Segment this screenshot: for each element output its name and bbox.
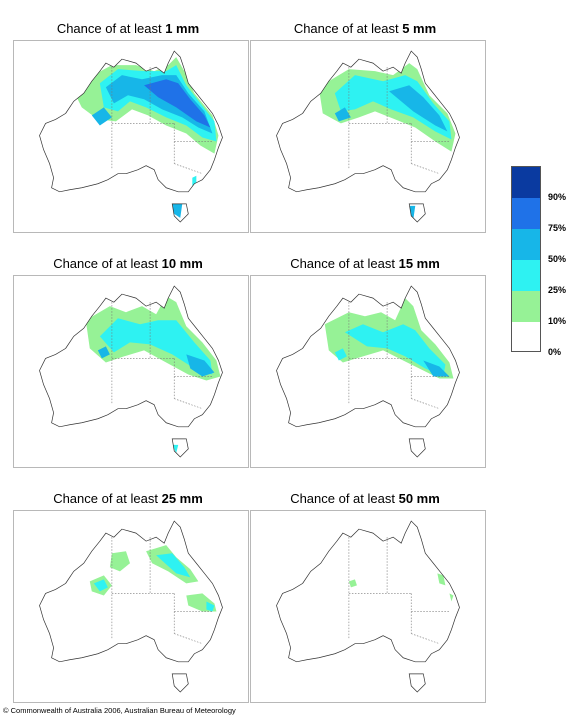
probability-legend <box>511 166 541 352</box>
legend-label-10: 10% <box>548 316 567 326</box>
rain-probability-area-5 <box>91 107 112 126</box>
legend-label-50: 50% <box>548 254 567 264</box>
state-border-6 <box>411 633 440 644</box>
mainland-coastline <box>276 50 460 193</box>
legend-label-25: 25% <box>548 285 567 295</box>
tasmania-coastline <box>408 438 426 458</box>
rain-probability-area-4 <box>334 348 347 361</box>
state-border-6 <box>174 398 203 409</box>
rain-probability-area-5 <box>93 579 108 592</box>
state-border-6 <box>411 398 440 409</box>
mainland-coastline <box>276 520 460 663</box>
rain-probability-area-4 <box>97 346 110 359</box>
copyright-credit: © Commonwealth of Australia 2006, Austra… <box>3 706 236 715</box>
mainland-coastline <box>39 50 223 193</box>
map-panel-15mm <box>250 275 486 468</box>
tasmania-coastline <box>408 203 426 223</box>
tasmania-coastline <box>408 673 426 693</box>
rain-probability-area-6 <box>170 203 183 218</box>
panel-title-10mm: Chance of at least 10 mm <box>53 256 203 271</box>
rain-probability-area-1 <box>109 551 130 572</box>
rain-probability-area-3 <box>389 85 448 132</box>
tasmania-coastline <box>171 203 189 223</box>
australia-map <box>39 285 223 458</box>
tasmania-coastline <box>171 438 189 458</box>
legend-label-90: 90% <box>548 192 567 202</box>
mainland-coastline <box>276 285 460 428</box>
map-panel-5mm <box>250 40 486 233</box>
panel-title-15mm: Chance of at least 15 mm <box>290 256 440 271</box>
legend-swatch-50 <box>512 229 540 260</box>
rain-probability-area-2 <box>344 324 446 377</box>
state-border-6 <box>174 163 203 174</box>
rain-probability-area-3 <box>423 360 450 377</box>
map-panel-25mm <box>13 510 249 703</box>
legend-swatch-90 <box>512 167 540 198</box>
panel-title-25mm: Chance of at least 25 mm <box>53 491 203 506</box>
legend-swatch-10 <box>512 291 540 322</box>
rain-probability-area-3 <box>186 354 215 377</box>
panel-title-50mm: Chance of at least 50 mm <box>290 491 440 506</box>
map-panel-50mm <box>250 510 486 703</box>
map-panel-1mm <box>13 40 249 233</box>
legend-swatch-25 <box>512 260 540 291</box>
rain-probability-area-3 <box>105 75 213 134</box>
tasmania-coastline <box>171 673 189 693</box>
rain-probability-area-5 <box>407 205 416 220</box>
mainland-coastline <box>39 285 223 428</box>
rain-probability-area-1 <box>348 579 357 588</box>
panel-title-1mm: Chance of at least 1 mm <box>56 21 200 36</box>
legend-label-75: 75% <box>548 223 567 233</box>
rain-probability-area-2 <box>334 75 452 140</box>
rain-probability-area-4 <box>144 79 211 128</box>
australia-map <box>276 285 460 458</box>
rain-probability-area-3 <box>449 593 454 602</box>
rain-probability-area-2 <box>437 573 446 586</box>
legend-label-0: 0% <box>548 347 562 357</box>
rain-probability-area-3 <box>156 553 191 578</box>
state-border-6 <box>411 163 440 174</box>
australia-map <box>39 520 223 693</box>
mainland-coastline <box>39 520 223 663</box>
panel-title-5mm: Chance of at least 5 mm <box>293 21 437 36</box>
rain-probability-area-2 <box>99 318 213 375</box>
australia-map <box>276 520 460 693</box>
state-border-6 <box>174 633 203 644</box>
australia-map <box>276 50 460 223</box>
rain-probability-area-4 <box>334 107 351 122</box>
rain-probability-area-7 <box>206 601 215 612</box>
legend-swatch-75 <box>512 198 540 229</box>
map-panel-10mm <box>13 275 249 468</box>
legend-swatch-0 <box>512 322 540 351</box>
australia-map <box>39 50 223 223</box>
